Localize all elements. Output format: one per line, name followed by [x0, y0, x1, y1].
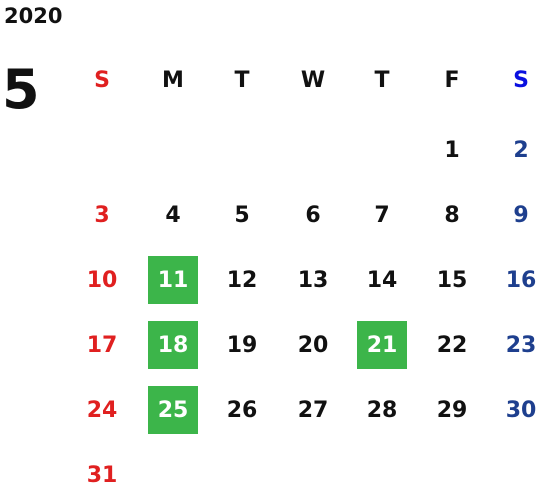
weekday: T [374, 67, 390, 93]
day: 4 [165, 202, 181, 228]
day: 15 [436, 267, 468, 293]
highlighted-day: 25 [148, 386, 198, 434]
year: 2020 [4, 4, 63, 28]
day: 13 [297, 267, 329, 293]
day: 14 [366, 267, 398, 293]
day: 8 [444, 202, 460, 228]
day: 22 [436, 332, 468, 358]
month: 5 [2, 58, 40, 121]
day: 16 [505, 267, 537, 293]
day: 6 [305, 202, 321, 228]
day: 12 [226, 267, 258, 293]
weekday: M [162, 67, 184, 93]
day: 1 [444, 137, 460, 163]
day: 31 [86, 462, 118, 488]
day: 27 [297, 397, 329, 423]
highlighted-day: 21 [357, 321, 407, 369]
day: 19 [226, 332, 258, 358]
day: 10 [86, 267, 118, 293]
day: 29 [436, 397, 468, 423]
weekday: F [444, 67, 460, 93]
day: 3 [94, 202, 110, 228]
day: 2 [513, 137, 529, 163]
day: 5 [234, 202, 250, 228]
day: 30 [505, 397, 537, 423]
day: 23 [505, 332, 537, 358]
weekday: S [94, 67, 110, 93]
highlighted-day: 18 [148, 321, 198, 369]
weekday: S [513, 67, 529, 93]
day: 20 [297, 332, 329, 358]
highlighted-day: 11 [148, 256, 198, 304]
weekday: W [300, 67, 326, 93]
day: 17 [86, 332, 118, 358]
day: 28 [366, 397, 398, 423]
day: 24 [86, 397, 118, 423]
weekday: T [234, 67, 250, 93]
day: 7 [374, 202, 390, 228]
day: 26 [226, 397, 258, 423]
day: 9 [513, 202, 529, 228]
